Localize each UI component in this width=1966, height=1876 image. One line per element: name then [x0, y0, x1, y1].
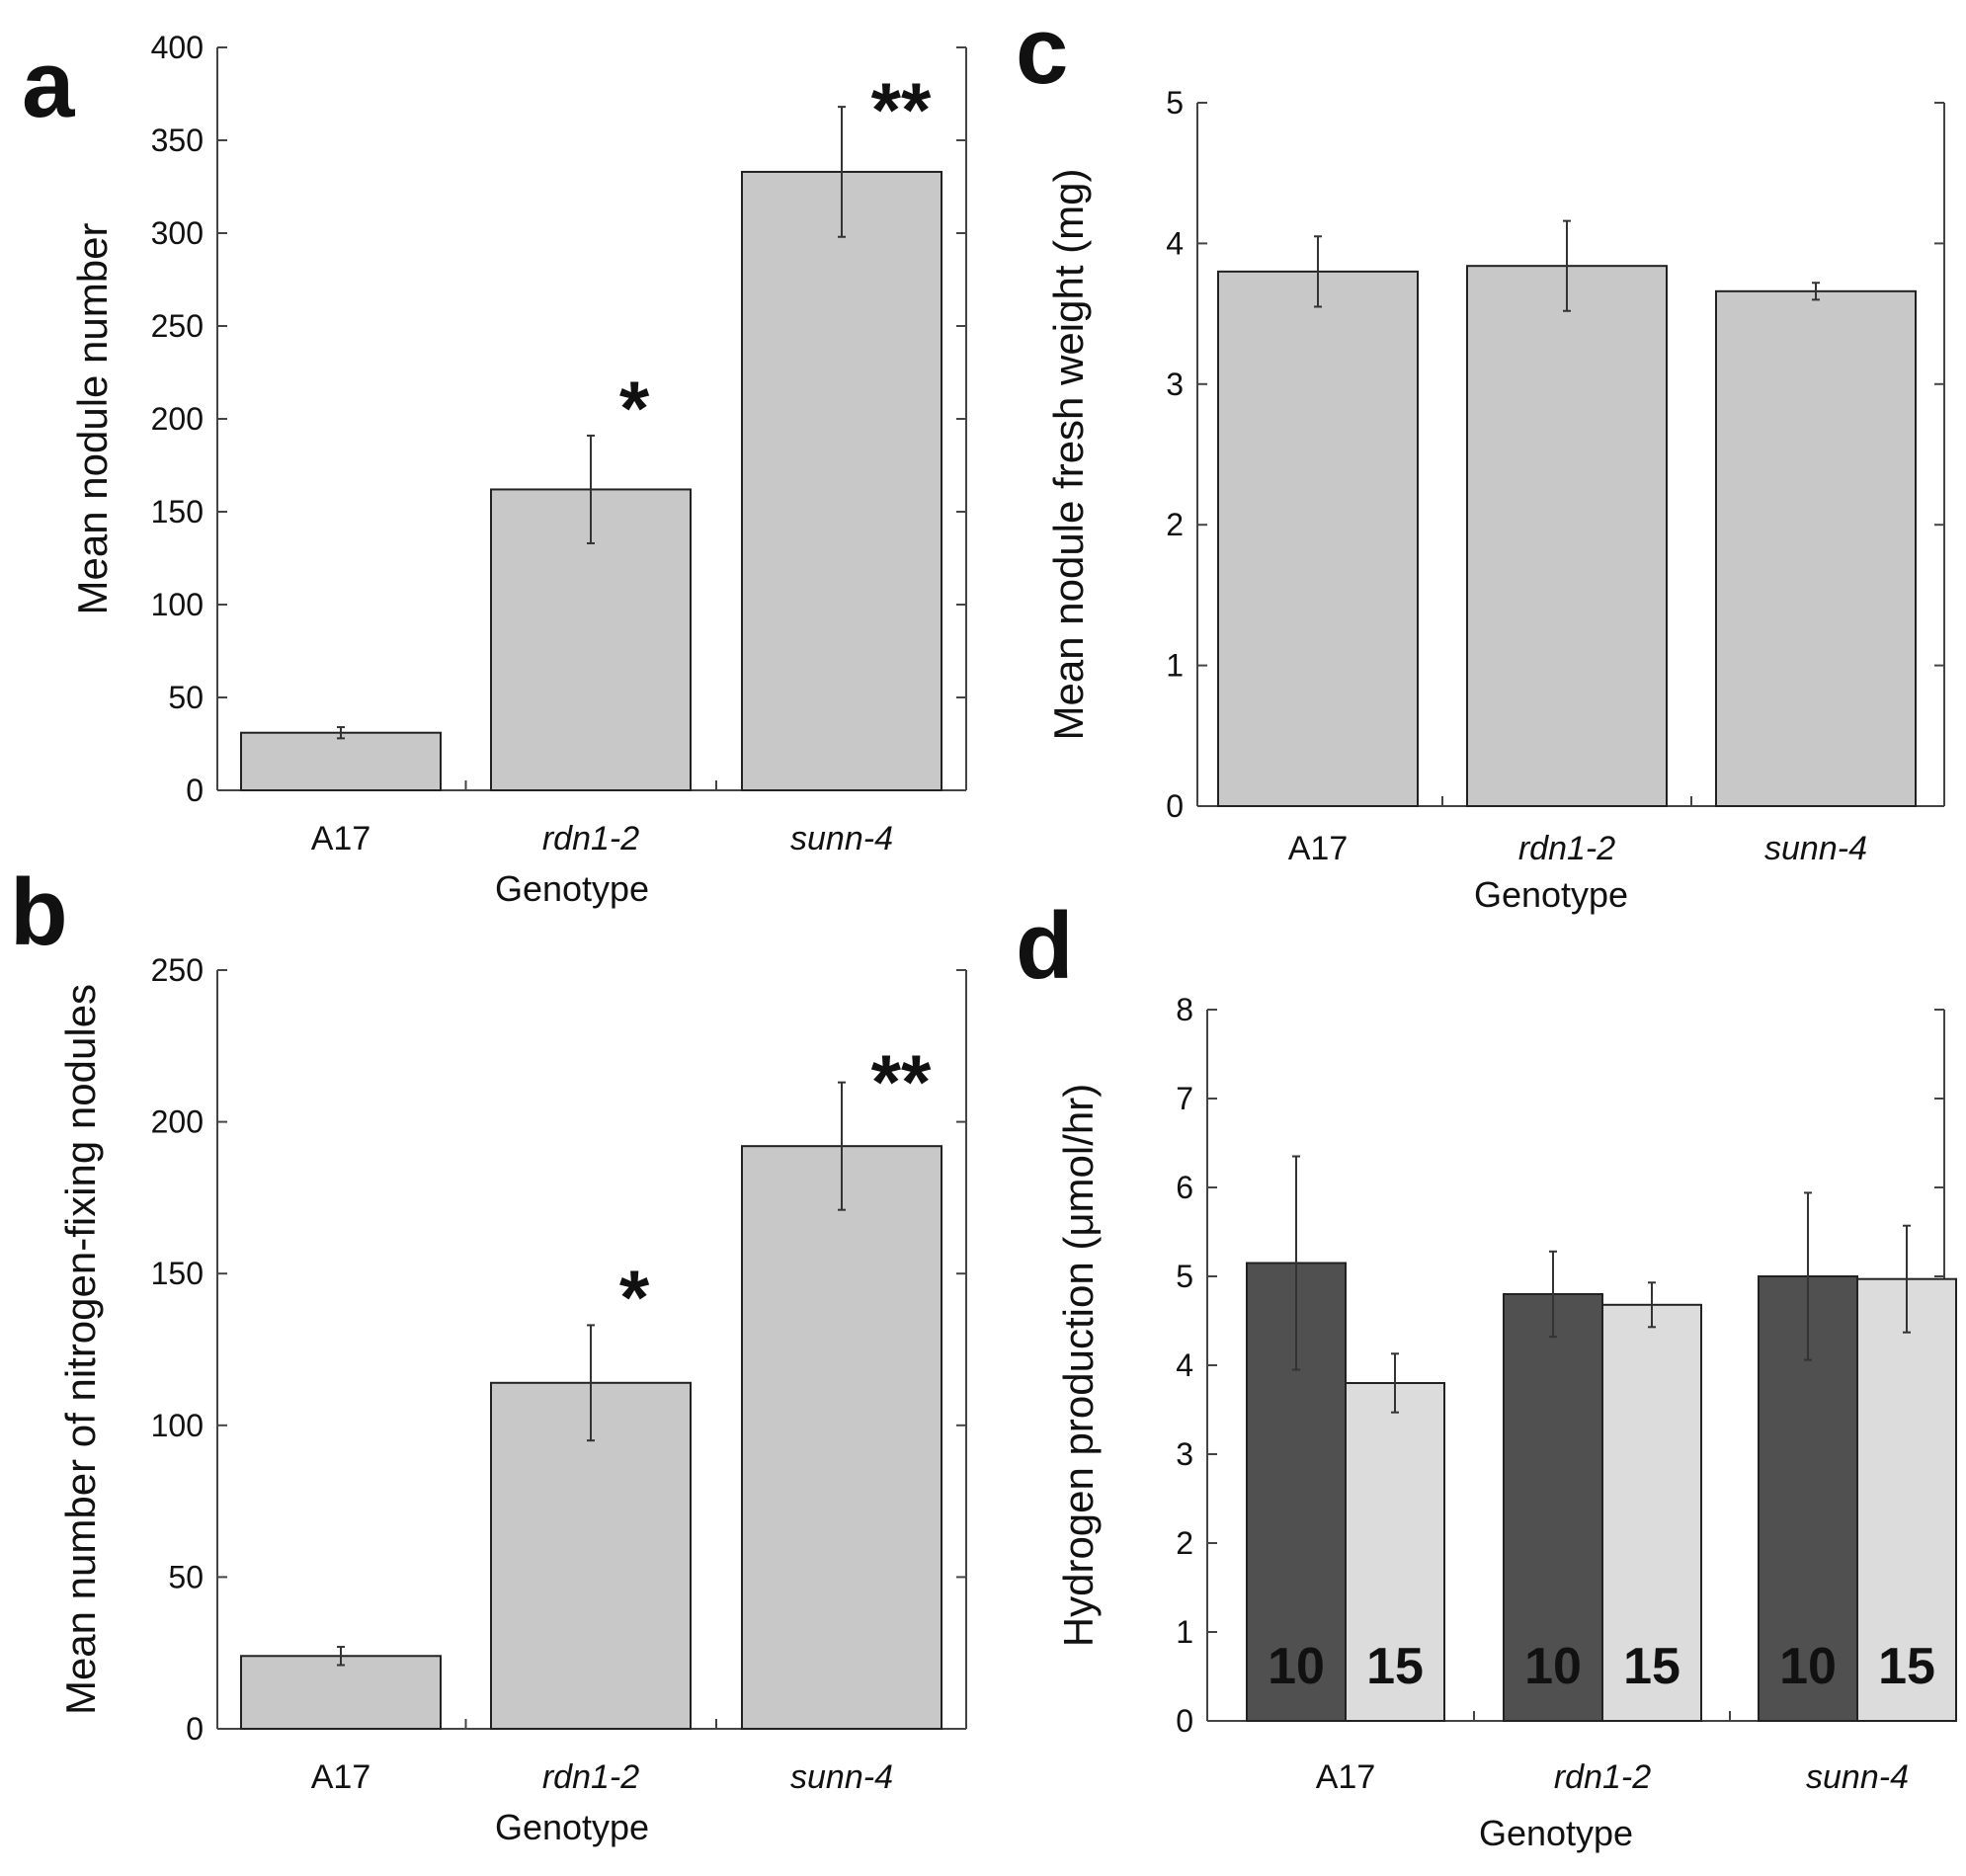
- panel-c-ytick-label-0: 0: [1166, 788, 1184, 824]
- panel-c-ytick-label-4: 4: [1166, 225, 1184, 261]
- panel-d-bar-text-series1-2: 15: [1878, 1638, 1935, 1695]
- panel-d-ytick-label-5: 5: [1176, 1259, 1193, 1294]
- panel-d-category-label-1: rdn1-2: [1554, 1758, 1651, 1796]
- panel-d-ytick-label-4: 4: [1176, 1347, 1193, 1383]
- panel-d-ytick-label-6: 6: [1176, 1170, 1193, 1205]
- panel-b-category-label-1: rdn1-2: [542, 1758, 639, 1796]
- panel-d-bar-text-series0-0: 10: [1268, 1638, 1325, 1695]
- panel-b-ytick-label-5: 250: [151, 952, 204, 988]
- panel-b-chart: 0 50 100 150 200 250 A17 rdn1-2 sunn-4 Genotype Me…: [57, 952, 967, 1847]
- panel-b-bar-2: [741, 1145, 942, 1730]
- panel-c-bar-1: [1466, 265, 1668, 807]
- panel-a-x-axis-title: Genotype: [495, 868, 649, 909]
- panel-a-category-label-0: A17: [311, 820, 371, 857]
- panel-b-ytick-label-4: 200: [151, 1104, 204, 1140]
- panel-d-chart: 0 1 2 3 4 5 6 7 8 A17 rdn1-2 sunn-4 Genotype Hydrogen…: [1055, 992, 1957, 1853]
- panel-d-bar-series1-1: [1601, 1303, 1702, 1723]
- panel-d-ytick-label-0: 0: [1176, 1703, 1193, 1739]
- panel-a-bar-2: [741, 170, 942, 791]
- panel-a-ytick-label-7: 350: [151, 122, 204, 158]
- panel-a-category-label-2: sunn-4: [790, 820, 893, 857]
- panel-c-ytick-label-2: 2: [1166, 507, 1184, 542]
- panel-d-ytick-label-8: 8: [1176, 992, 1193, 1027]
- panel-a-ytick-label-1: 50: [168, 680, 204, 715]
- panel-c-ytick-label-5: 5: [1166, 85, 1184, 121]
- panel-letter-a: a: [22, 32, 75, 137]
- panel-letter-d: d: [1016, 893, 1074, 999]
- panel-b-significance-1: *: [619, 1254, 650, 1341]
- panel-c-category-label-2: sunn-4: [1764, 830, 1867, 867]
- panel-a-ytick-label-6: 300: [151, 215, 204, 251]
- panel-a-significance-2: **: [871, 66, 932, 153]
- panel-d-bar-text-series0-1: 10: [1524, 1638, 1582, 1695]
- panel-c-y-axis-title: Mean nodule fresh weight (mg): [1045, 169, 1092, 741]
- panel-b-significance-2: **: [871, 1038, 932, 1125]
- panel-b-category-label-2: sunn-4: [790, 1758, 893, 1796]
- panel-b-ytick-label-3: 150: [151, 1256, 204, 1291]
- panel-b-y-axis-title: Mean number of nitrogen-fixing nodules: [57, 984, 104, 1715]
- panel-c-chart: 0 1 2 3 4 5 A17 rdn1-2 sunn-4 Genotype Mean nodule…: [1045, 85, 1945, 915]
- panel-d-ytick-label-7: 7: [1176, 1081, 1193, 1116]
- panel-d-bar-series1-0: [1345, 1382, 1445, 1722]
- panel-d-ytick-label-2: 2: [1176, 1525, 1193, 1561]
- panel-a-category-label-1: rdn1-2: [542, 820, 639, 857]
- panel-d-category-label-0: A17: [1316, 1758, 1376, 1796]
- panel-letter-c: c: [1016, 0, 1068, 104]
- panel-c-bar-2: [1715, 289, 1917, 808]
- panel-a-y-axis-title: Mean nodule number: [69, 223, 116, 615]
- panel-d-bar-text-series1-1: 15: [1623, 1638, 1680, 1695]
- panel-c-bar-0: [1217, 270, 1419, 807]
- panel-a-ytick-label-3: 150: [151, 494, 204, 530]
- panel-b-category-label-0: A17: [311, 1758, 371, 1796]
- panel-a-ytick-label-8: 400: [151, 30, 204, 65]
- panel-c-x-axis-title: Genotype: [1474, 874, 1628, 915]
- panel-a-ytick-label-5: 250: [151, 308, 204, 344]
- panel-d-bar-series0-1: [1503, 1293, 1603, 1722]
- panel-b-ytick-label-0: 0: [186, 1711, 204, 1747]
- panel-b-bar-0: [240, 1655, 442, 1730]
- panel-c-ytick-label-3: 3: [1166, 367, 1184, 402]
- panel-a-chart: 0 50 100 150 200 250 300 350 400 A17 rdn1-2 sunn-4 G…: [69, 30, 967, 909]
- panel-a-ytick-label-2: 100: [151, 587, 204, 622]
- panel-c-category-label-0: A17: [1288, 830, 1349, 867]
- panel-a-ytick-label-4: 200: [151, 401, 204, 437]
- panel-b-ytick-label-1: 50: [168, 1559, 204, 1594]
- panel-c-ytick-label-1: 1: [1166, 648, 1184, 684]
- panel-d-ytick-label-1: 1: [1176, 1614, 1193, 1650]
- panel-d-y-axis-title: Hydrogen production (μmol/hr): [1055, 1084, 1102, 1647]
- panel-letter-b: b: [10, 859, 68, 965]
- panel-a-ytick-label-0: 0: [186, 773, 204, 808]
- panel-d-ytick-label-3: 3: [1176, 1436, 1193, 1472]
- panel-a-significance-1: *: [619, 365, 650, 451]
- panel-d-bar-series1-2: [1856, 1277, 1957, 1722]
- panel-a-bar-0: [240, 731, 442, 791]
- panel-d-x-axis-title: Genotype: [1479, 1813, 1633, 1853]
- panel-d-bar-text-series1-0: 15: [1366, 1638, 1424, 1695]
- panel-d-bar-text-series0-2: 10: [1779, 1638, 1837, 1695]
- panel-d-category-label-2: sunn-4: [1806, 1758, 1909, 1796]
- panel-c-category-label-1: rdn1-2: [1518, 830, 1615, 867]
- panel-b-ytick-label-2: 100: [151, 1408, 204, 1443]
- panel-b-x-axis-title: Genotype: [495, 1807, 649, 1847]
